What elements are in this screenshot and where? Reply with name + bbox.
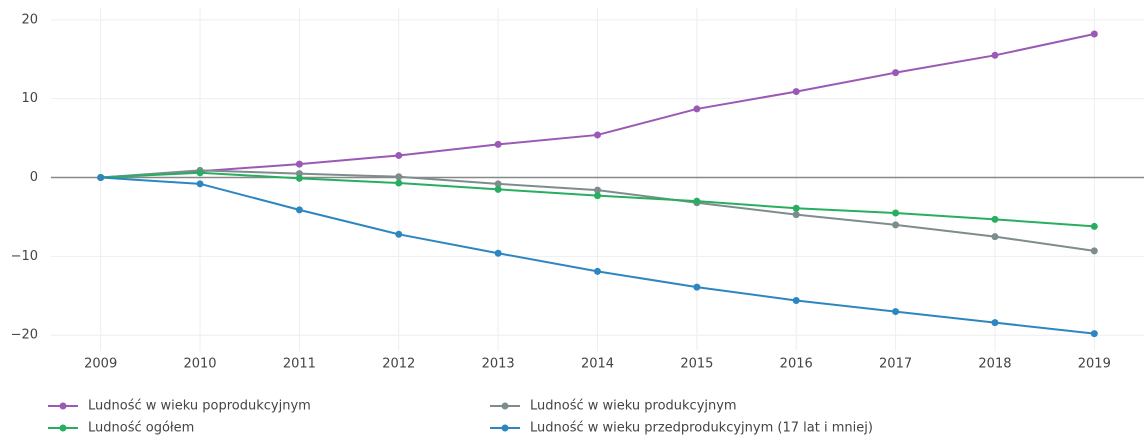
y-tick-label: 20 [21,12,38,27]
data-point [892,209,900,217]
data-point [594,186,601,194]
data-point [892,69,900,77]
x-tick-label: 2013 [482,357,515,372]
y-tick-label: 0 [30,170,38,185]
data-point [395,179,403,187]
data-point [693,283,701,291]
data-point [295,206,303,214]
data-point [1090,222,1098,230]
x-tick-label: 2011 [283,357,316,372]
data-point [395,173,403,181]
data-point [196,169,204,177]
data-point [1090,247,1098,255]
x-tick-label: 2010 [183,357,216,372]
x-tick-label: 2014 [581,357,614,372]
x-tick-label: 2016 [780,357,813,372]
x-tick-label: 2015 [680,357,713,372]
data-point [196,180,204,188]
x-tick-label: 2019 [1078,357,1111,372]
data-point [395,151,403,159]
legend-swatch-dot [501,402,509,410]
data-point [494,249,502,257]
data-point [892,221,900,229]
x-tick-label: 2009 [84,357,117,372]
data-point [792,88,800,96]
data-point [395,230,403,238]
x-tick-label: 2017 [879,357,912,372]
data-point [792,204,800,212]
data-point [1090,30,1098,38]
y-tick-label: −10 [11,249,38,264]
x-tick-label: 2018 [978,357,1011,372]
data-point [693,197,701,205]
data-point [494,185,502,193]
data-point [991,319,999,327]
data-point [494,180,502,188]
data-point [295,160,303,168]
data-point [991,215,999,223]
legend-swatch-dot [59,424,67,432]
legend-label: Ludność ogółem [88,421,194,436]
data-point [991,233,999,241]
legend-label: Ludność w wieku poprodukcyjnym [88,399,311,414]
data-point [693,105,701,113]
data-point [792,211,800,219]
data-point [991,51,999,59]
data-point [97,174,105,182]
legend-label: Ludność w wieku przedprodukcyjnym (17 la… [530,421,873,436]
y-tick-label: 10 [21,91,38,106]
data-point [494,140,502,148]
data-point [594,131,601,139]
data-point [594,192,601,200]
data-point [295,174,303,182]
legend-swatch-dot [59,402,67,410]
data-point [892,308,900,316]
legend-label: Ludność w wieku produkcyjnym [530,399,737,414]
data-point [792,297,800,305]
data-point [594,267,601,275]
x-tick-label: 2012 [382,357,415,372]
y-tick-label: −20 [11,328,38,343]
legend-swatch-dot [501,424,509,432]
data-point [1090,330,1098,338]
